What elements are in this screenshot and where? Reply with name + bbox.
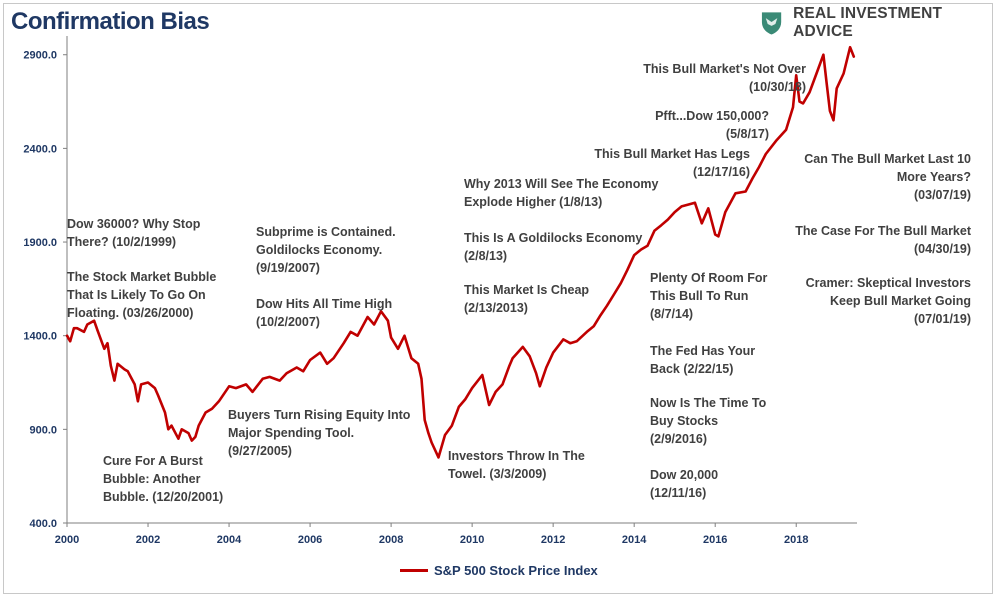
y-tick-label: 900.0 [29,424,57,436]
annotation-line: (10/30/18) [749,80,806,94]
brand-name: REAL INVESTMENT ADVICE [793,5,943,40]
annotation-line: Plenty Of Room For [650,271,768,285]
annotation-dow-20000: Dow 20,000 (12/11/16) [650,468,718,500]
brand-logo: REAL INVESTMENT ADVICE [760,5,998,40]
annotation-line: (03/07/19) [914,188,971,202]
y-tick-label: 2900.0 [23,50,57,62]
annotation-market-cheap: This Market Is Cheap (2/13/2013) [464,283,589,315]
annotation-line: (2/13/2013) [464,301,528,315]
annotation-line: (12/11/16) [650,486,706,500]
annotation-line: Floating. (03/26/2000) [67,306,193,320]
x-tick-label: 2008 [379,534,403,546]
annotation-line: Bubble. (12/20/2001) [103,490,223,504]
annotation-line: (5/8/17) [726,127,769,141]
annotation-line: Now Is The Time To [650,396,767,410]
annotation-line: The Stock Market Bubble [67,270,216,284]
series-line-sp500 [65,45,856,459]
x-tick-label: 2004 [217,534,242,546]
annotation-line: (2/8/13) [464,249,507,263]
annotation-line: This Is A Goldilocks Economy [464,231,642,245]
annotation-line: Dow 20,000 [650,468,718,482]
annotation-case-for-bull: The Case For The Bull Market (04/30/19) [795,224,972,256]
annotation-line: Investors Throw In The [448,449,585,463]
annotation-why-2013: Why 2013 Will See The Economy Explode Hig… [464,177,658,209]
annotation-pfft-dow: Pfft...Dow 150,000? (5/8/17) [655,109,769,141]
annotation-plenty-room: Plenty Of Room For This Bull To Run (8/7/1… [650,271,768,321]
annotation-goldilocks-2013: This Is A Goldilocks Economy (2/8/13) [464,231,642,263]
legend-swatch [400,569,428,572]
x-tick-label: 2018 [784,534,808,546]
annotation-line: Towel. (3/3/2009) [448,467,546,481]
annotation-investors-throw-towel: Investors Throw In The Towel. (3/3/2009) [448,449,585,481]
annotation-bull-not-over: This Bull Market's Not Over (10/30/18) [643,62,806,94]
x-tick-label: 2016 [703,534,727,546]
annotation-line: Cramer: Skeptical Investors [806,276,971,290]
x-tick-label: 2014 [622,534,647,546]
chart-axes: 400.0 900.0 1400.0 1900.0 2400.0 2900.0 2000 20… [23,36,857,546]
annotation-subprime: Subprime is Contained. Goldilocks Economy… [256,225,396,275]
annotation-line: (12/17/16) [693,165,750,179]
annotation-line: Dow Hits All Time High [256,297,392,311]
eagle-shield-icon [761,12,782,35]
annotation-line: (10/2/2007) [256,315,320,329]
annotation-line: Bubble: Another [103,472,201,486]
annotation-line: Back (2/22/15) [650,362,733,376]
annotation-line: This Bull To Run [650,289,748,303]
chart-title: Confirmation Bias [11,8,210,35]
annotation-line: (9/19/2007) [256,261,320,275]
x-tick-label: 2006 [298,534,322,546]
annotation-line: Buy Stocks [650,414,718,428]
annotation-line: This Bull Market Has Legs [594,147,750,161]
annotation-line: There? (10/2/1999) [67,235,176,249]
annotation-line: Goldilocks Economy. [256,243,382,257]
annotation-line: Keep Bull Market Going [830,294,971,308]
legend-label: S&P 500 Stock Price Index [434,563,598,578]
annotation-bull-last-10: Can The Bull Market Last 10 More Years? (0… [804,152,971,202]
annotation-bull-has-legs: This Bull Market Has Legs (12/17/16) [594,147,750,179]
x-tick-label: 2010 [460,534,484,546]
annotation-cure-bubble: Cure For A Burst Bubble: Another Bubble. (… [103,454,223,504]
annotation-dow-36000: Dow 36000? Why Stop There? (10/2/1999) [67,217,201,249]
annotation-line: Cure For A Burst [103,454,204,468]
annotation-line: (07/01/19) [914,312,971,326]
annotation-line: The Case For The Bull Market [795,224,972,238]
y-tick-label: 1900.0 [23,237,57,249]
annotation-line: (8/7/14) [650,307,693,321]
annotation-line: Why 2013 Will See The Economy [464,177,658,191]
annotation-dow-high-2007: Dow Hits All Time High (10/2/2007) [256,297,392,329]
annotation-line: The Fed Has Your [650,344,755,358]
y-tick-label: 2400.0 [23,143,57,155]
chart-series [65,45,856,459]
annotation-line: (2/9/2016) [650,432,707,446]
annotation-time-to-buy: Now Is The Time To Buy Stocks (2/9/2016) [650,396,767,446]
chart-annotations: Dow 36000? Why Stop There? (10/2/1999) The… [67,62,972,504]
annotation-line: More Years? [897,170,971,184]
x-tick-label: 2000 [55,534,79,546]
chart-legend: S&P 500 Stock Price Index [400,563,598,578]
annotation-line: Subprime is Contained. [256,225,396,239]
annotation-line: Explode Higher (1/8/13) [464,195,602,209]
annotation-rising-equity: Buyers Turn Rising Equity Into Major Spen… [228,408,411,458]
annotation-line: Dow 36000? Why Stop [67,217,201,231]
x-tick-label: 2012 [541,534,565,546]
x-tick-label: 2002 [136,534,160,546]
annotation-cramer: Cramer: Skeptical Investors Keep Bull Mar… [806,276,971,326]
annotation-line: Pfft...Dow 150,000? [655,109,769,123]
annotation-line: Can The Bull Market Last 10 [804,152,971,166]
y-tick-label: 1400.0 [23,331,57,343]
annotation-line: That Is Likely To Go On [67,288,206,302]
annotation-line: Buyers Turn Rising Equity Into [228,408,411,422]
annotation-line: This Bull Market's Not Over [643,62,806,76]
annotation-line: (04/30/19) [914,242,971,256]
annotation-line: Major Spending Tool. [228,426,354,440]
y-tick-label: 400.0 [29,518,57,530]
annotation-line: This Market Is Cheap [464,283,589,297]
annotation-bubble-2000: The Stock Market Bubble That Is Likely To… [67,270,216,320]
annotation-fed-has-back: The Fed Has Your Back (2/22/15) [650,344,755,376]
annotation-line: (9/27/2005) [228,444,292,458]
